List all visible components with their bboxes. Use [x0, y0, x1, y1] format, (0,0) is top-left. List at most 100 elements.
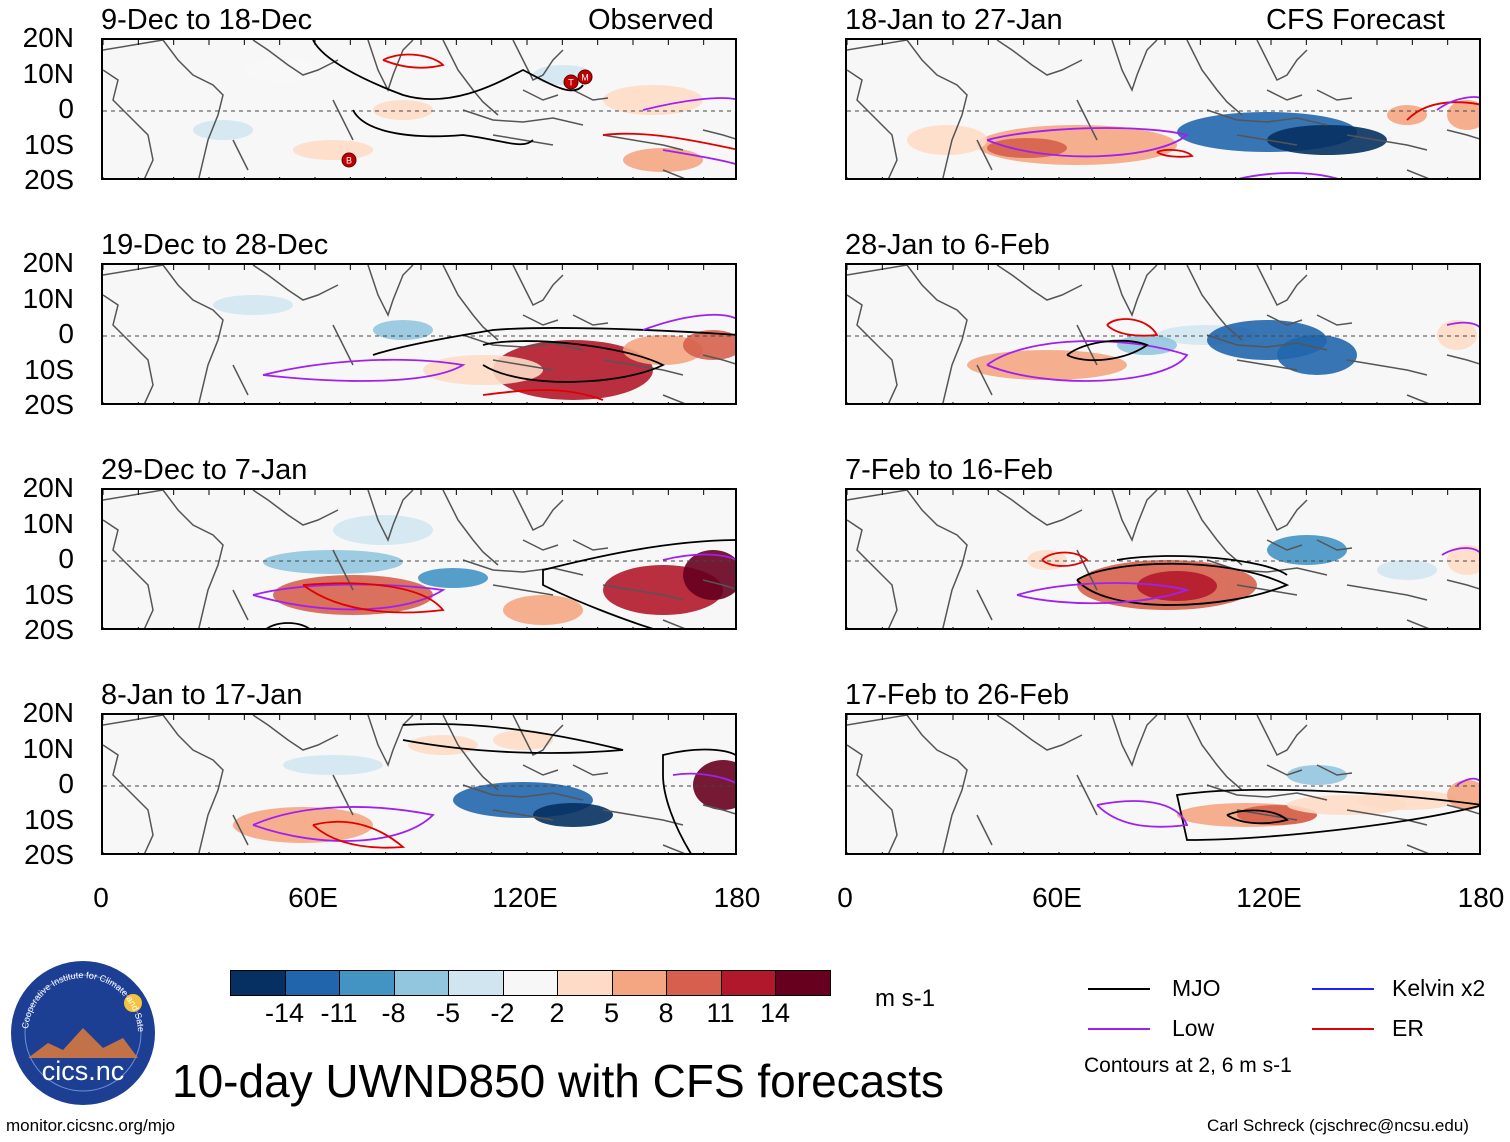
logo-sun [124, 994, 142, 1012]
lat-tick-label: 20S [24, 389, 74, 420]
lat-tick-label: 10S [24, 353, 74, 385]
wind-anomaly-shading [493, 340, 653, 400]
contour-line [312, 40, 584, 100]
coastline [162, 490, 224, 628]
coastline [1346, 359, 1430, 403]
wind-anomaly-shading [418, 568, 488, 588]
coastline [252, 715, 339, 751]
wind-anomaly-shading [1437, 320, 1477, 350]
lat-tick-label: 20N [22, 22, 74, 53]
wind-anomaly-shading [683, 330, 735, 360]
wind-anomaly-shading [603, 85, 703, 115]
wind-anomaly-shading [373, 100, 433, 120]
coastline [232, 99, 354, 171]
contour-line [642, 313, 735, 331]
coastline [1446, 354, 1479, 365]
lat-tick-label: 0 [58, 93, 74, 124]
wind-anomaly-shading [193, 120, 253, 140]
coastline [906, 715, 968, 853]
colorbar-swatch [339, 970, 395, 996]
storm-marker [341, 152, 357, 168]
forecast-label: CFS Forecast [1266, 4, 1445, 36]
colorbar-tick-label: -14 [264, 998, 305, 1028]
source-url[interactable]: monitor.cicsnc.org/mjo [6, 1116, 176, 1135]
coastline [162, 265, 224, 403]
contour-line [602, 132, 735, 151]
coastline [1256, 265, 1308, 307]
lon-tick-label: 60E [1032, 882, 1082, 913]
wind-anomaly-shading [693, 760, 735, 810]
coastline [232, 774, 354, 846]
storm-marker [563, 74, 579, 90]
contour-line [1238, 96, 1479, 178]
coastline [906, 40, 968, 178]
lat-tick-label: 0 [58, 318, 74, 349]
lat-tick-label: 10N [22, 282, 74, 314]
colorbar-tick-label: 2 [549, 998, 565, 1028]
colorbar-swatch [448, 970, 504, 996]
coastline [442, 265, 499, 341]
coastline [847, 265, 908, 403]
contour-line [482, 340, 666, 383]
colorbar-tick-label: -2 [490, 998, 515, 1028]
coastline [1236, 584, 1298, 596]
colorbar-swatch [666, 970, 722, 996]
coastline [1266, 539, 1353, 551]
colorbar-swatch [502, 970, 558, 996]
coastline [442, 715, 499, 791]
coastline [462, 109, 584, 126]
coastline [1111, 40, 1158, 92]
coastline [1236, 359, 1298, 371]
contour-line [1106, 318, 1159, 337]
coastline [1111, 490, 1158, 542]
coastline [162, 715, 224, 853]
coastline [1266, 314, 1353, 326]
contour-line [1041, 551, 1089, 567]
wind-anomaly-shading [1267, 125, 1387, 155]
coastline [252, 490, 339, 526]
legend-line-mjo [1088, 988, 1150, 990]
lat-tick-label: 10N [22, 507, 74, 539]
contour-line [352, 109, 534, 146]
colorbar-swatch [720, 970, 776, 996]
coastline [1446, 579, 1479, 590]
coastline [232, 324, 354, 396]
coastline [103, 715, 164, 853]
contour-line [1156, 149, 1194, 158]
coastline [252, 40, 339, 76]
coastline [847, 715, 908, 853]
colorbar-tick-label: 11 [706, 998, 735, 1028]
contour-line [1066, 339, 1149, 362]
contour-line [986, 127, 1189, 158]
coastline [1206, 559, 1328, 576]
map-panel [845, 38, 1481, 180]
coastline [462, 784, 584, 801]
coastline [1236, 134, 1298, 146]
lat-tick-label: 20S [24, 164, 74, 195]
legend-line-low [1088, 1028, 1150, 1030]
map-panel [101, 263, 737, 405]
coastline [1186, 490, 1243, 566]
coastline [602, 809, 686, 853]
coastline [996, 715, 1083, 751]
coastline [1346, 584, 1430, 628]
logo-ring [24, 974, 142, 1092]
coastline [462, 559, 584, 576]
coastline [162, 40, 224, 178]
map-panel [101, 488, 737, 630]
logo-mountains [28, 1028, 138, 1058]
contour-line [1116, 555, 1288, 576]
map-panel [845, 713, 1481, 855]
colorbar-swatch [775, 970, 831, 996]
legend-line-kelvin [1312, 988, 1374, 990]
coastline [1236, 809, 1298, 821]
coastline [1266, 764, 1353, 776]
panel-title: 28-Jan to 6-Feb [845, 229, 1050, 261]
wind-anomaly-shading [408, 735, 478, 755]
contour-line [252, 583, 446, 611]
coastline [996, 40, 1083, 76]
coastline [602, 584, 686, 628]
map-panel [845, 263, 1481, 405]
colorbar-tick-label: -8 [381, 998, 406, 1028]
